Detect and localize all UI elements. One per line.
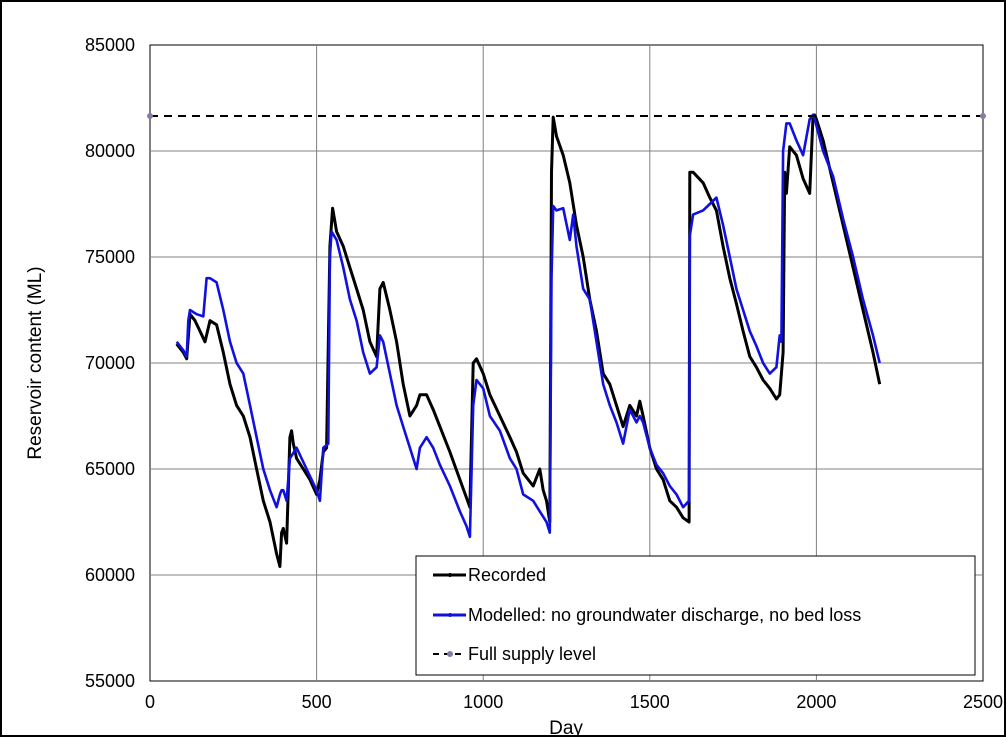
full-supply-level-point xyxy=(980,113,986,120)
full-supply-level-point xyxy=(147,113,153,120)
y-tick-labels: 55000 60000 65000 70000 75000 80000 85000 xyxy=(85,35,135,691)
y-tick-label: 75000 xyxy=(85,247,135,267)
y-tick-label: 55000 xyxy=(85,671,135,691)
x-tick-label: 2500 xyxy=(963,692,1003,712)
y-tick-label: 70000 xyxy=(85,353,135,373)
legend-marker-modelled xyxy=(448,613,452,617)
x-tick-label: 1500 xyxy=(630,692,670,712)
legend-box xyxy=(415,555,976,676)
series-layer xyxy=(147,113,986,568)
x-tick-label: 1000 xyxy=(463,692,503,712)
series-line-recorded xyxy=(175,113,882,568)
legend-label: Recorded xyxy=(468,565,546,585)
y-tick-label: 60000 xyxy=(85,565,135,585)
y-tick-label: 80000 xyxy=(85,141,135,161)
x-tick-label: 2000 xyxy=(796,692,836,712)
legend-marker-recorded xyxy=(448,573,452,577)
legend-label: Modelled: no groundwater discharge, no b… xyxy=(468,605,861,625)
legend-marker-full-supply-level xyxy=(447,651,453,657)
x-axis-label: Day xyxy=(549,718,583,737)
y-tick-label: 65000 xyxy=(85,459,135,479)
y-tick-label: 85000 xyxy=(85,35,135,55)
y-axis-label: Reservoir content (ML) xyxy=(25,266,46,459)
legend: Recorded Modelled: no groundwater dischar… xyxy=(415,555,976,676)
series-line-modelled xyxy=(175,113,881,539)
x-tick-label: 500 xyxy=(302,692,332,712)
x-tick-labels: 0 500 1000 1500 2000 2500 xyxy=(145,692,1003,712)
legend-label: Full supply level xyxy=(468,644,596,664)
x-tick-label: 0 xyxy=(145,692,155,712)
